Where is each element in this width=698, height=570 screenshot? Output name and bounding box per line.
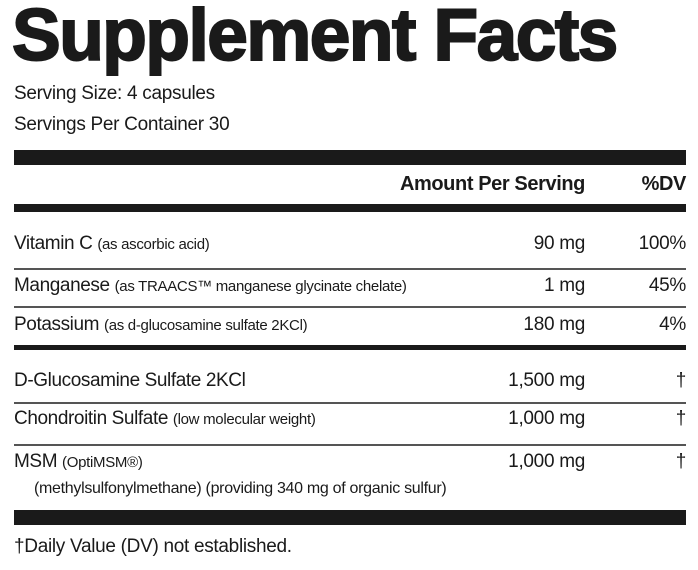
nutrient-name: D-Glucosamine Sulfate 2KCl (14, 370, 246, 391)
nutrient-amount: 90 mg (533, 233, 586, 254)
nutrient-name: Chondroitin Sulfate (14, 408, 169, 429)
serving-size: Serving Size: 4 capsules (14, 83, 215, 104)
row-divider (14, 306, 686, 308)
amount-header: Amount Per Serving (399, 173, 585, 195)
thick-divider (14, 150, 686, 165)
row-divider (14, 402, 686, 404)
nutrient-detail: (OptiMSM®) (62, 454, 143, 471)
nutrient-amount: 1,000 mg (508, 408, 585, 429)
dv-header: %DV (641, 173, 687, 195)
nutrient-amount: 1,500 mg (508, 370, 585, 391)
nutrient-name: Vitamin C (14, 233, 93, 254)
nutrient-detail: (as ascorbic acid) (97, 236, 210, 253)
nutrient-dv: 100% (638, 233, 687, 254)
label-title: Supplement Facts (11, 0, 619, 77)
nutrient-amount: 180 mg (523, 314, 585, 335)
nutrient-dv: † (675, 370, 687, 391)
nutrient-detail-2: (methylsulfonylmethane) (providing 340 m… (34, 480, 447, 497)
row-divider (14, 444, 686, 446)
nutrient-dv: 4% (659, 314, 686, 335)
nutrient-detail: (as d-glucosamine sulfate 2KCl) (104, 317, 308, 334)
footnote: †Daily Value (DV) not established. (14, 536, 292, 557)
nutrient-amount: 1 mg (543, 275, 585, 296)
nutrient-dv: † (675, 408, 687, 429)
row-divider (14, 268, 686, 270)
medium-divider (14, 345, 686, 350)
nutrient-amount: 1,000 mg (508, 451, 585, 472)
nutrient-dv: † (675, 451, 687, 472)
nutrient-name: Potassium (14, 314, 100, 335)
thick-divider (14, 510, 686, 525)
thick-divider (14, 204, 686, 212)
nutrient-name: Manganese (14, 275, 110, 296)
nutrient-detail: (as TRAACS™ manganese glycinate chelate) (114, 278, 407, 295)
servings-per-container: Servings Per Container 30 (14, 114, 230, 135)
nutrient-detail: (low molecular weight) (172, 411, 316, 428)
nutrient-dv: 45% (648, 275, 686, 296)
nutrient-name: MSM (14, 451, 58, 472)
